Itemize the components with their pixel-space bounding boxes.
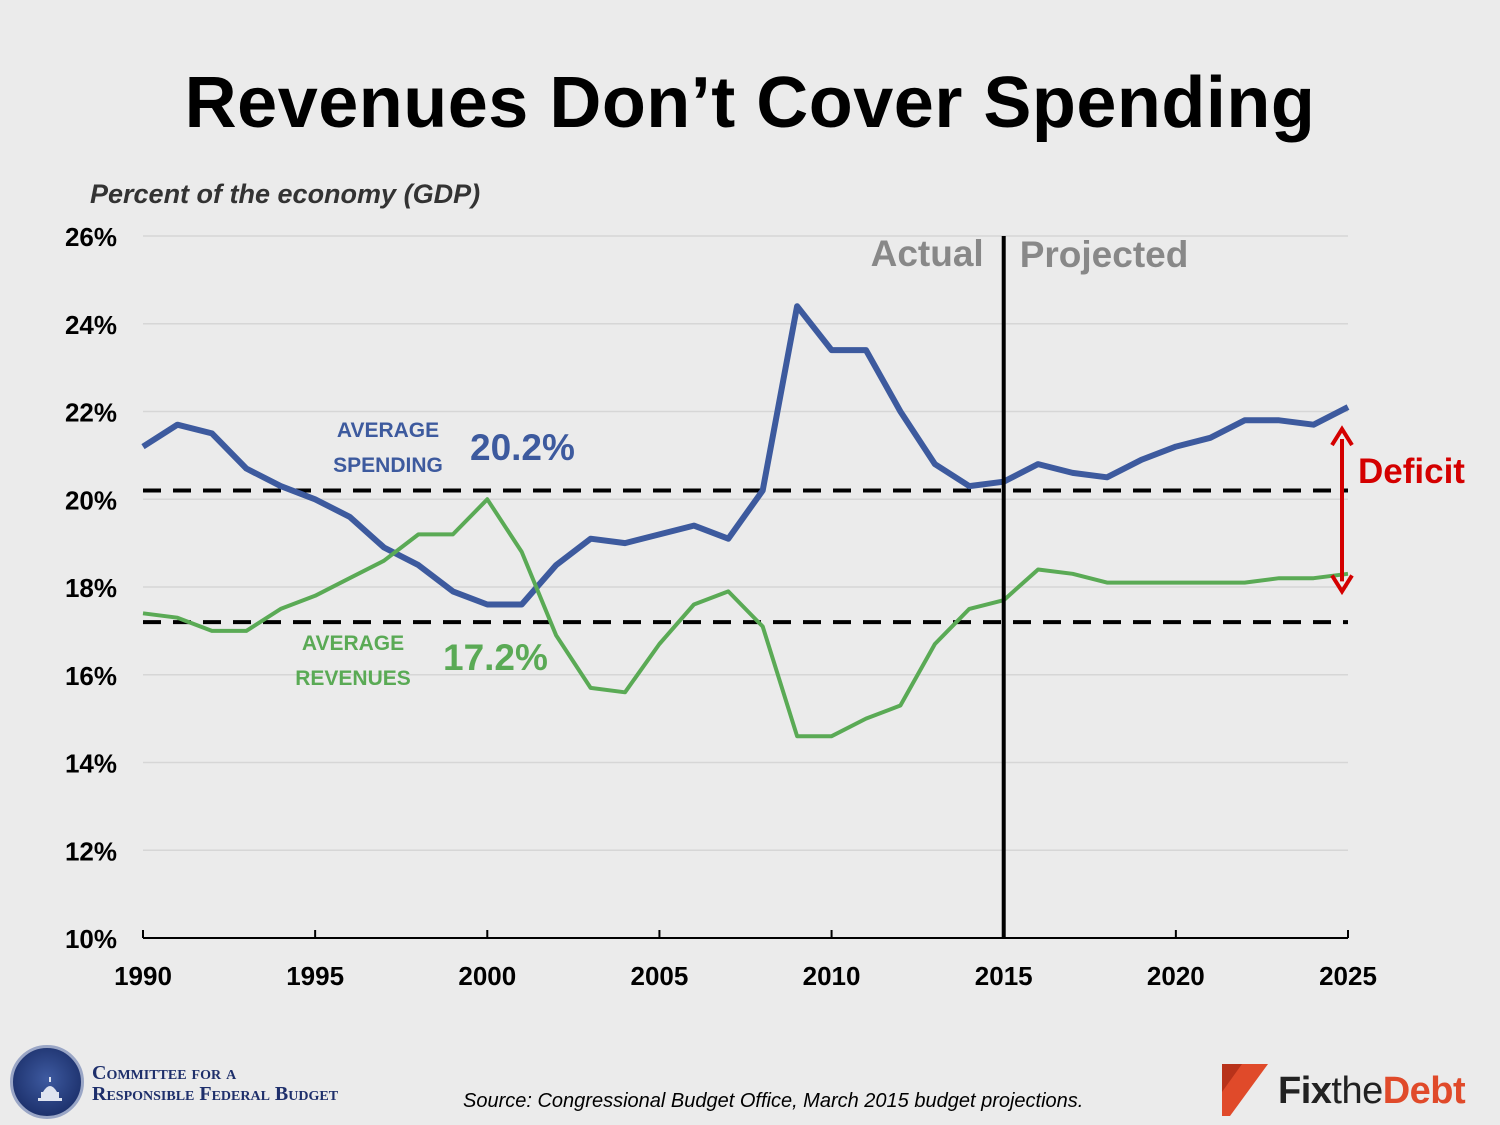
average-lines [143, 488, 1348, 625]
x-tick-label: 1990 [114, 961, 172, 991]
org-name-line1: Committee for a [92, 1062, 237, 1084]
chart-title: Revenues Don’t Cover Spending [184, 63, 1316, 143]
y-tick-label: 10% [65, 924, 117, 954]
avg-revenues-label-line2: REVENUES [295, 667, 411, 690]
avg-revenues-value: 17.2% [443, 637, 548, 678]
y-axis-label: Percent of the economy (GDP) [90, 179, 480, 209]
gridlines [143, 235, 1348, 851]
actual-projected-divider: Actual Projected [871, 233, 1189, 938]
org-name-line2: Responsible Federal Budget [92, 1083, 339, 1105]
y-tick-label: 20% [65, 485, 117, 515]
avg-spending-label-line2: SPENDING [333, 454, 443, 477]
x-tick-label: 2010 [803, 961, 861, 991]
revenues-line [142, 497, 1349, 739]
y-axis: 10% 12% 14% 16% 18% 20% 22% 24% 26% [65, 222, 117, 954]
y-tick-label: 18% [65, 573, 117, 603]
fix-the-debt-logo: FixtheDebt [1220, 1062, 1490, 1118]
spending-points [142, 306, 1349, 605]
actual-label: Actual [871, 233, 984, 274]
crfb-logo: Committee for a Responsible Federal Budg… [10, 1045, 410, 1120]
org-name: Committee for a Responsible Federal Budg… [92, 1063, 338, 1105]
avg-spending-label-line1: AVERAGE [337, 419, 439, 442]
projected-label: Projected [1020, 234, 1189, 275]
logo-wordmark: FixtheDebt [1278, 1070, 1466, 1112]
series-lines [141, 303, 1350, 739]
x-tick-label: 1995 [286, 961, 344, 991]
deficit-arrow-head-down [1330, 574, 1354, 596]
y-tick-label: 26% [65, 222, 117, 252]
spending-line [141, 303, 1350, 608]
x-axis: 1990 1995 2000 2005 2010 2015 2020 2025 [114, 930, 1377, 991]
y-tick-label: 16% [65, 661, 117, 691]
source-note: Source: Congressional Budget Office, Mar… [463, 1090, 1084, 1112]
avg-spending-value: 20.2% [470, 427, 575, 468]
y-tick-label: 24% [65, 310, 117, 340]
x-tick-label: 2000 [458, 961, 516, 991]
x-tick-label: 2015 [975, 961, 1033, 991]
revenues-points [142, 499, 1349, 737]
y-tick-label: 14% [65, 749, 117, 779]
flag-icon [1222, 1064, 1268, 1116]
y-tick-label: 22% [65, 398, 117, 428]
avg-revenues-label-line1: AVERAGE [302, 632, 404, 655]
x-tick-label: 2005 [631, 961, 689, 991]
y-tick-label: 12% [65, 836, 117, 866]
deficit-arrow-head-up [1330, 425, 1354, 447]
deficit-label: Deficit [1358, 452, 1465, 491]
capitol-seal-icon [10, 1045, 84, 1119]
x-tick-label: 2025 [1319, 961, 1377, 991]
annotations: AVERAGE SPENDING 20.2% AVERAGE REVENUES 17.2%… [295, 419, 1465, 690]
x-tick-label: 2020 [1147, 961, 1205, 991]
